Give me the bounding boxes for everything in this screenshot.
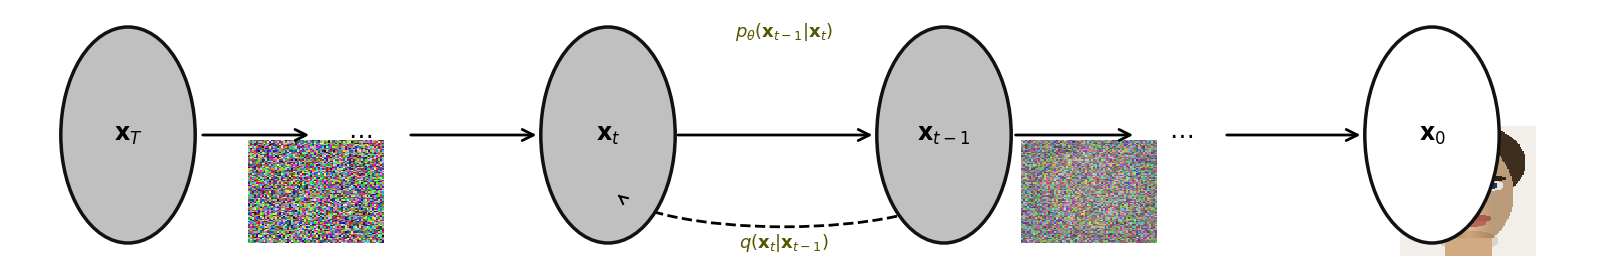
Text: $\mathbf{x}_{t-1}$: $\mathbf{x}_{t-1}$ xyxy=(917,123,971,147)
Text: $\cdots$: $\cdots$ xyxy=(347,123,373,147)
Text: $p_\theta(\mathbf{x}_{t-1}|\mathbf{x}_t)$: $p_\theta(\mathbf{x}_{t-1}|\mathbf{x}_t)… xyxy=(734,21,834,43)
Ellipse shape xyxy=(541,27,675,243)
Text: $\mathbf{x}_0$: $\mathbf{x}_0$ xyxy=(1419,123,1445,147)
Ellipse shape xyxy=(61,27,195,243)
Text: $\mathbf{x}_T$: $\mathbf{x}_T$ xyxy=(114,123,142,147)
Text: $\cdots$: $\cdots$ xyxy=(1168,123,1194,147)
Ellipse shape xyxy=(877,27,1011,243)
Text: $q(\mathbf{x}_t|\mathbf{x}_{t-1})$: $q(\mathbf{x}_t|\mathbf{x}_{t-1})$ xyxy=(739,232,829,254)
Ellipse shape xyxy=(1365,27,1499,243)
Text: $\mathbf{x}_t$: $\mathbf{x}_t$ xyxy=(595,123,621,147)
